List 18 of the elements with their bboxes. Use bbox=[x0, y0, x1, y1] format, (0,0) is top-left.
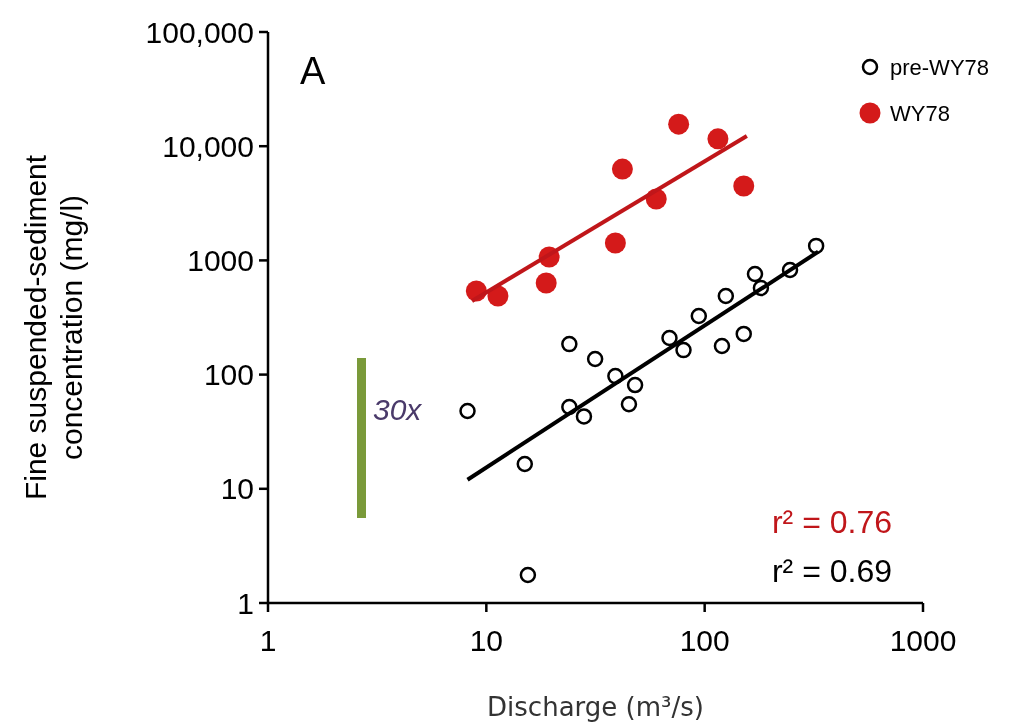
y-tick-label: 10 bbox=[220, 472, 254, 506]
x-tick-label: 10 bbox=[469, 624, 504, 657]
y-tick-label: 10,000 bbox=[162, 129, 254, 163]
y-axis-title: Fine suspended-sediment concentration (mg/l) bbox=[19, 154, 88, 501]
annotation: r² = 0.69 bbox=[771, 553, 892, 589]
x-axis-title: Discharge (m³/s) bbox=[487, 692, 704, 722]
y-tick-label: 1 bbox=[237, 586, 254, 620]
y-tick-label: 100,000 bbox=[145, 15, 254, 49]
annotation: r² = 0.76 bbox=[771, 504, 892, 540]
y-tick-label: 1000 bbox=[187, 243, 254, 277]
legend-label: pre-WY78 bbox=[890, 54, 990, 80]
annotation: 30x bbox=[373, 393, 423, 426]
x-tick-label: 1000 bbox=[889, 624, 957, 657]
x-tick-label: 1 bbox=[259, 624, 277, 657]
y-tick-label: 100 bbox=[203, 358, 254, 392]
annotation: A bbox=[300, 50, 326, 92]
legend-label: WY78 bbox=[890, 100, 950, 126]
x-tick-label: 100 bbox=[679, 624, 730, 657]
